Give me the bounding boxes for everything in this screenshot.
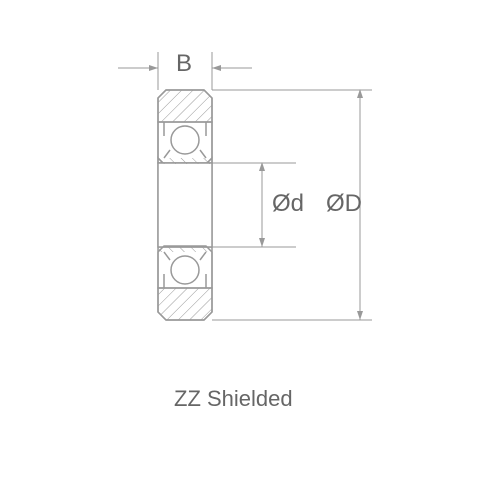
- bearing-diagram: [0, 0, 500, 500]
- caption: ZZ Shielded: [174, 386, 293, 412]
- label-inner-diameter: Ød: [272, 190, 304, 218]
- label-width: B: [176, 50, 192, 78]
- label-outer-diameter: ØD: [326, 190, 362, 218]
